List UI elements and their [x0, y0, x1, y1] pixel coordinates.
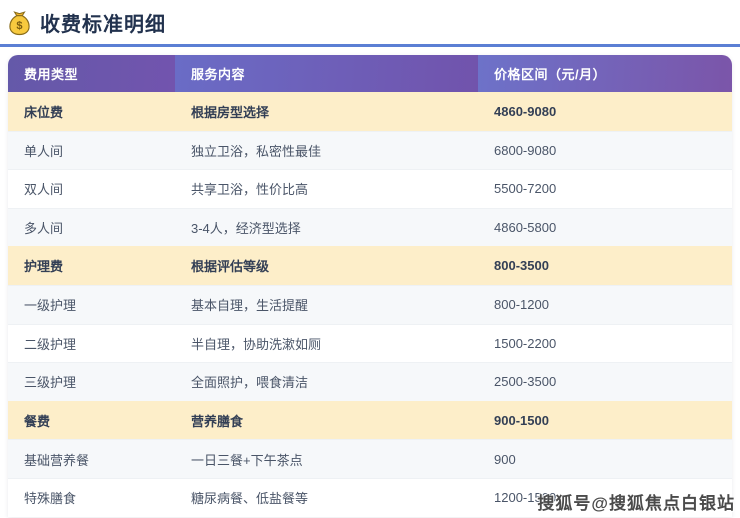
service-cell: 半自理，协助洗漱如厕: [191, 336, 322, 352]
price-cell: 800-3500: [494, 258, 549, 274]
fee-type-cell: 一级护理: [24, 298, 77, 314]
table-row: 单人间 独立卫浴，私密性最佳 6800-9080: [8, 130, 732, 170]
price-cell: 4860-9080: [494, 103, 557, 119]
table-row: 床位费 根据房型选择 4860-9080: [8, 92, 732, 131]
fee-type-cell: 床位费: [24, 104, 64, 120]
fee-type-cell: 餐费: [24, 413, 51, 429]
table-row: 二级护理 半自理，协助洗漱如厕 1500-2200: [8, 323, 732, 363]
service-cell: 一日三餐+下午茶点: [191, 452, 303, 468]
fee-type-cell: 三级护理: [24, 375, 77, 391]
table-row: 双人间 共享卫浴，性价比高 5500-7200: [8, 169, 732, 208]
price-cell: 1200-1500: [494, 490, 557, 506]
fee-table: 费用类型 服务内容 价格区间（元/月） 床位费 根据房型选择 4860-9080…: [8, 55, 732, 517]
service-cell: 基本自理，生活提醒: [191, 298, 309, 314]
price-cell: 2500-3500: [494, 374, 557, 390]
table-row: 基础营养餐 一日三餐+下午茶点 900: [8, 439, 732, 478]
table-row: 餐费 营养膳食 900-1500: [8, 400, 732, 440]
price-cell: 5500-7200: [494, 181, 557, 197]
price-cell: 900-1500: [494, 412, 549, 428]
column-header-price: 价格区间（元/月）: [478, 55, 732, 92]
fee-type-cell: 特殊膳食: [24, 491, 77, 507]
table-row: 一级护理 基本自理，生活提醒 800-1200: [8, 284, 732, 324]
fee-type-cell: 多人间: [24, 221, 64, 237]
service-cell: 全面照护，喂食清洁: [191, 375, 309, 391]
service-cell: 营养膳食: [191, 413, 244, 429]
service-cell: 3-4人，经济型选择: [191, 221, 301, 237]
service-cell: 根据房型选择: [191, 104, 270, 120]
service-cell: 共享卫浴，性价比高: [191, 182, 309, 198]
column-header-fee-type: 费用类型: [8, 55, 175, 92]
fee-type-cell: 护理费: [24, 259, 64, 275]
title-underline: [0, 44, 740, 47]
price-cell: 800-1200: [494, 297, 549, 313]
title-bar: $ 收费标准明细: [0, 0, 740, 44]
price-cell: 900: [494, 451, 516, 467]
price-cell: 1500-2200: [494, 335, 557, 351]
watermark: 搜狐号@搜狐焦点白银站: [537, 494, 735, 513]
table-row: 三级护理 全面照护，喂食清洁 2500-3500: [8, 362, 732, 401]
price-cell: 6800-9080: [494, 142, 557, 158]
table-row: 多人间 3-4人，经济型选择 4860-5800: [8, 207, 732, 247]
price-cell: 4860-5800: [494, 220, 557, 236]
money-bag-icon: $: [8, 10, 31, 36]
table-row: 护理费 根据评估等级 800-3500: [8, 246, 732, 285]
service-cell: 独立卫浴，私密性最佳: [191, 143, 322, 159]
service-cell: 根据评估等级: [191, 259, 270, 275]
fee-type-cell: 单人间: [24, 143, 64, 159]
fee-type-cell: 二级护理: [24, 336, 77, 352]
fee-type-cell: 双人间: [24, 182, 64, 198]
table-header-row: 费用类型 服务内容 价格区间（元/月）: [8, 55, 732, 92]
table-row: 特殊膳食 糖尿病餐、低盐餐等 1200-1500: [8, 477, 732, 517]
table-body: 床位费 根据房型选择 4860-9080 单人间 独立卫浴，私密性最佳 6800…: [8, 92, 732, 517]
page-title: 收费标准明细: [40, 14, 166, 36]
svg-text:$: $: [16, 20, 22, 32]
fee-type-cell: 基础营养餐: [24, 452, 90, 468]
column-header-service: 服务内容: [175, 55, 478, 92]
service-cell: 糖尿病餐、低盐餐等: [191, 491, 309, 507]
